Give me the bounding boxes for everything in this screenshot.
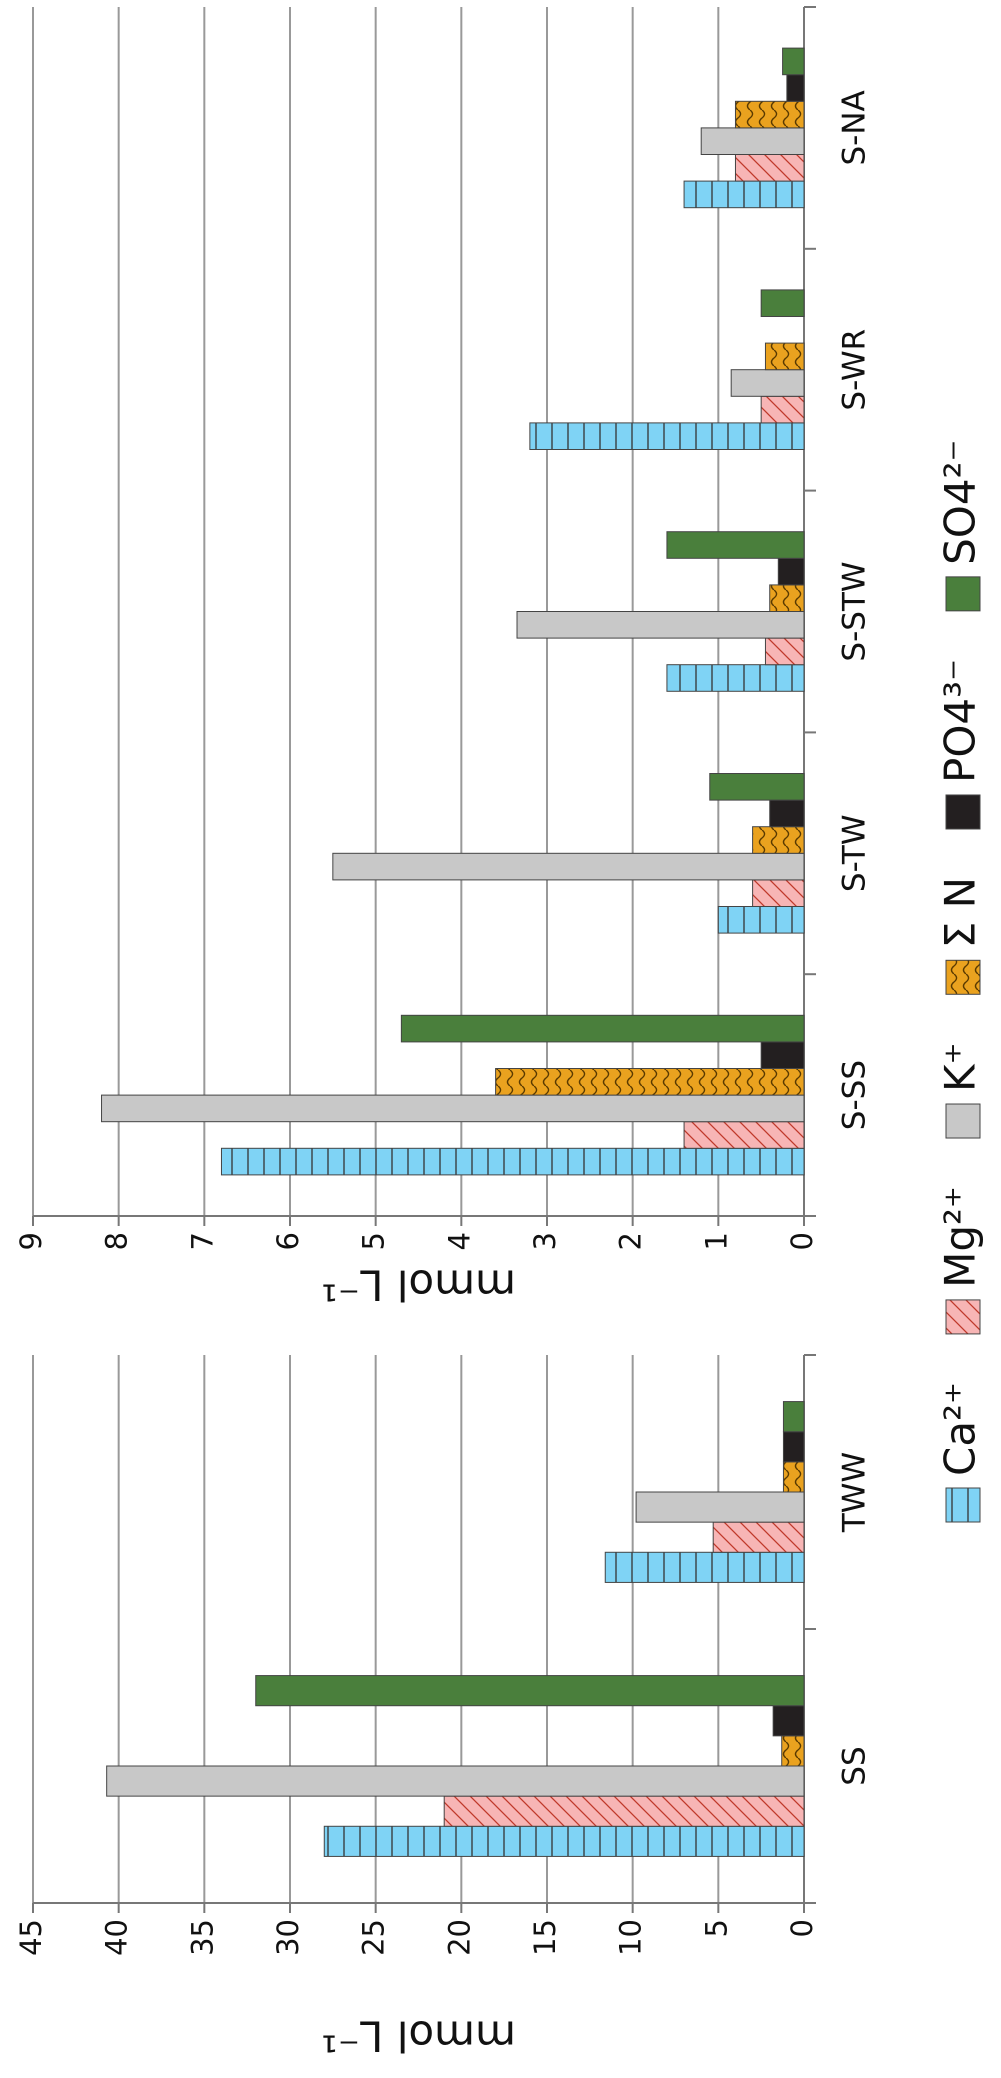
y-tick-label: 0 xyxy=(785,1919,819,1937)
bar xyxy=(323,1825,805,1857)
legend-label: Mg²⁺ xyxy=(936,1186,985,1288)
y-tick-label: 1 xyxy=(699,1232,733,1250)
bar xyxy=(516,611,805,639)
bar xyxy=(101,1094,805,1123)
legend-swatch xyxy=(945,794,981,830)
bar xyxy=(700,127,805,155)
legend-swatch xyxy=(945,1103,981,1139)
x-tick-label: S-NA xyxy=(837,90,873,165)
legend-swatch xyxy=(945,1487,981,1523)
bar xyxy=(786,74,805,102)
legend-label: Σ N xyxy=(936,877,985,948)
y-tick-label: 35 xyxy=(185,1919,219,1956)
bar xyxy=(782,1461,805,1493)
y-tick-label: 8 xyxy=(100,1232,134,1250)
bar xyxy=(495,1068,805,1096)
y-tick-label: 3 xyxy=(528,1232,562,1250)
bar xyxy=(255,1675,805,1707)
bar xyxy=(400,1014,805,1043)
bar xyxy=(529,422,805,450)
bar xyxy=(777,557,805,586)
x-tick-label: TWW xyxy=(837,1452,873,1533)
legend-swatch xyxy=(945,959,981,995)
x-tick-label: S-WR xyxy=(837,329,873,411)
x-tick-label: S-SS xyxy=(837,1060,873,1130)
y-tick-label: 2 xyxy=(614,1232,648,1250)
legend-label: SO4²⁻ xyxy=(936,439,985,564)
y-tick-label: 45 xyxy=(14,1919,48,1956)
bar xyxy=(709,773,805,801)
bar xyxy=(772,1705,805,1737)
y-tick-label: 5 xyxy=(357,1232,391,1250)
y-axis-title: mmol L⁻¹ xyxy=(321,1261,516,1310)
bar xyxy=(769,799,805,828)
bar xyxy=(760,289,805,318)
y-tick-label: 0 xyxy=(785,1232,819,1250)
bar xyxy=(781,1735,805,1767)
y-tick-label: 5 xyxy=(699,1919,733,1937)
legend-swatch xyxy=(945,1299,981,1335)
bar xyxy=(760,1041,805,1070)
y-tick-label: 10 xyxy=(614,1919,648,1956)
bar xyxy=(752,879,805,907)
bar xyxy=(782,47,805,76)
bar xyxy=(666,531,805,559)
bar xyxy=(635,1491,805,1523)
bar xyxy=(106,1765,805,1797)
bar xyxy=(782,1431,805,1463)
y-tick-label: 20 xyxy=(442,1919,476,1956)
bar xyxy=(730,369,805,397)
bar xyxy=(769,584,805,612)
bar xyxy=(220,1147,805,1176)
bar xyxy=(683,1121,805,1149)
y-tick-label: 7 xyxy=(185,1232,219,1250)
bar xyxy=(604,1551,805,1583)
bar xyxy=(443,1795,805,1827)
bar xyxy=(666,664,805,692)
bar xyxy=(683,180,805,209)
x-tick-label: SS xyxy=(837,1746,873,1785)
y-tick-label: 25 xyxy=(357,1919,391,1956)
y-tick-label: 30 xyxy=(271,1919,305,1956)
y-tick-label: 6 xyxy=(271,1232,305,1250)
y-tick-label: 4 xyxy=(442,1232,476,1250)
y-tick-label: 9 xyxy=(14,1232,48,1250)
y-axis-title: mmol L⁻¹ xyxy=(321,2012,516,2061)
bar xyxy=(764,342,805,371)
bar xyxy=(734,100,805,129)
bar xyxy=(332,852,805,881)
x-tick-label: S-STW xyxy=(837,561,873,661)
legend-label: Ca²⁺ xyxy=(936,1382,985,1476)
legend-label: K⁺ xyxy=(936,1042,985,1092)
legend-swatch xyxy=(945,576,981,612)
legend-label: PO4³⁻ xyxy=(936,659,985,783)
bar xyxy=(782,1401,805,1433)
bar xyxy=(734,153,805,182)
bar xyxy=(717,905,805,934)
bar xyxy=(760,395,805,424)
y-tick-label: 40 xyxy=(100,1919,134,1956)
bar xyxy=(712,1521,805,1553)
y-tick-label: 15 xyxy=(528,1919,562,1956)
bar xyxy=(752,826,805,854)
x-tick-label: S-TW xyxy=(837,814,873,892)
bar xyxy=(764,637,805,666)
